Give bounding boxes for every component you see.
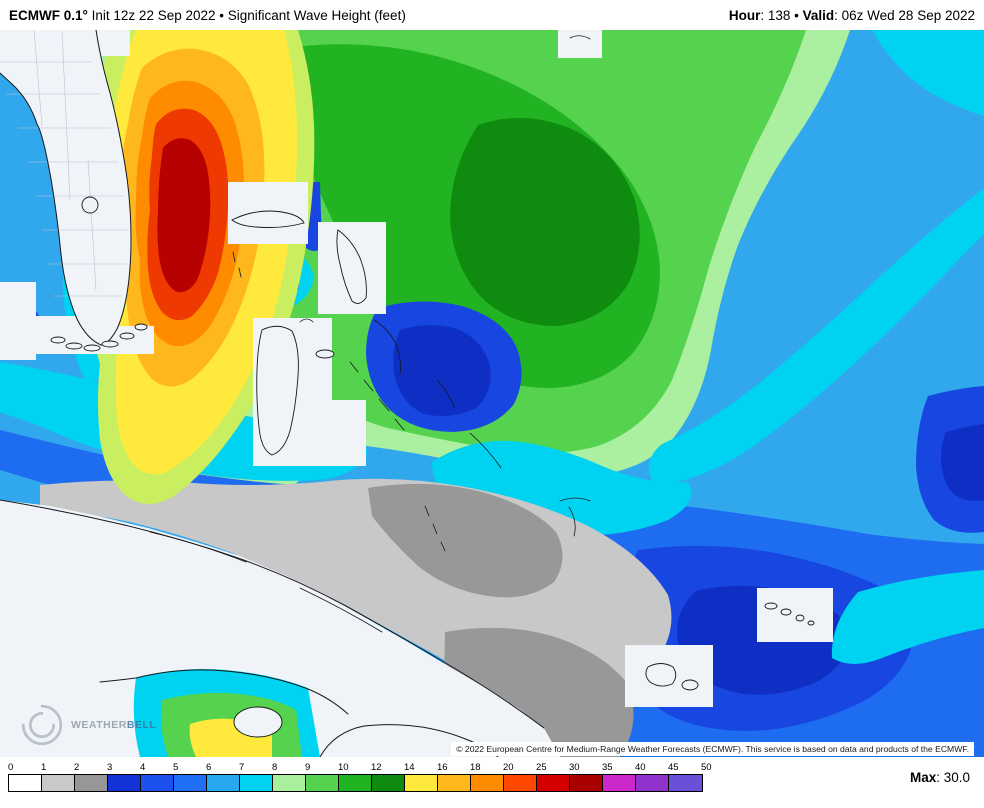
crooked-acklins-islands [559,497,591,537]
wave-height-map [0,30,984,757]
colorbar-cell [9,775,42,791]
colorbar-tick-label: 6 [206,762,212,773]
colorbar-cell [141,775,174,791]
colorbar-cell [75,775,108,791]
weatherbell-logo: WEATHERBELL [16,699,156,751]
colorbar [8,774,703,792]
map-canvas: WEATHERBELL © 2022 European Centre for M… [0,30,984,757]
colorbar-cell [42,775,75,791]
colorbar-cell [669,775,702,791]
colorbar-tick-label: 8 [272,762,278,773]
colorbar-tick-label: 4 [140,762,146,773]
colorbar-cell [306,775,339,791]
colorbar-tick-label: 35 [602,762,613,773]
hour-label: Hour [728,7,761,23]
cuba-cays [149,531,383,633]
grand-bahama-island [231,210,305,228]
max-number: : 30.0 [936,770,970,785]
colorbar-cell [240,775,273,791]
eleuthera-island [373,319,401,375]
colorbar-tick-label: 1 [41,762,47,773]
colorbar-cell [537,775,570,791]
cuba-north-coast [0,499,545,729]
colorbar-tick-labels: 0 1 2 3 4 5 6 7 8 9 10 12 14 16 18 20 25 30 35 40 45 50 [0,757,984,773]
south-cuba-water [133,669,320,757]
landbox-turks [757,588,833,642]
land-florida [0,30,131,345]
header: ECMWF 0.1° Init 12z 22 Sep 2022 • Signif… [0,0,984,30]
header-right: Hour: 138 • Valid: 06z Wed 28 Sep 2022 [729,8,975,23]
colorbar-tick-label: 12 [371,762,382,773]
berry-islands [299,318,314,323]
andros-island [256,325,299,456]
ragged-island-chain [424,505,446,552]
exuma-chain [349,361,405,431]
contours-storm-hotspot [84,30,315,504]
colorbar-tick-label: 14 [404,762,415,773]
max-value: Max: 30.0 [910,770,970,785]
logo-text: WEATHERBELL [71,719,157,731]
colorbar-tick-label: 9 [305,762,311,773]
lake-okeechobee [81,196,99,214]
colorbar-cell [405,775,438,791]
colorbar-tick-label: 3 [107,762,113,773]
coastlines-and-islands [0,30,815,757]
logo-swirl-icon [21,704,63,746]
colorbar-cell [570,775,603,791]
colorbar-tick-label: 16 [437,762,448,773]
colorbar-cell [603,775,636,791]
colorbar-footer: 0 1 2 3 4 5 6 7 8 9 10 12 14 16 18 20 25 30 35 40 45 50 Max: … [0,757,984,808]
colorbar-cell [471,775,504,791]
colorbar-cell [207,775,240,791]
long-island [469,432,502,469]
model-label: ECMWF 0.1° [9,7,88,23]
colorbar-tick-label: 7 [239,762,245,773]
new-providence-island [315,349,335,359]
colorbar-cell [273,775,306,791]
cuba-inlet-coast [99,669,349,715]
great-inagua-island [645,663,677,687]
attribution: © 2022 European Centre for Medium-Range … [451,742,974,756]
colorbar-tick-label: 25 [536,762,547,773]
colorbar-cell [636,775,669,791]
title-label: Init 12z 22 Sep 2022 • Significant Wave … [87,7,406,23]
colorbar-cell [108,775,141,791]
valid-label: Valid [802,7,835,23]
cat-island [436,379,455,408]
valid-value: : 06z Wed 28 Sep 2022 [834,7,975,23]
abaco-island [336,229,367,304]
colorbar-cell [174,775,207,791]
colorbar-tick-label: 50 [701,762,712,773]
header-left: ECMWF 0.1° Init 12z 22 Sep 2022 • Signif… [9,8,406,23]
colorbar-tick-label: 2 [74,762,80,773]
colorbar-tick-label: 30 [569,762,580,773]
colorbar-tick-label: 18 [470,762,481,773]
turks-caicos-islands [764,602,815,626]
colorbar-cell [372,775,405,791]
colorbar-tick-label: 0 [8,762,14,773]
hour-value: : 138 • [760,7,803,23]
colorbar-tick-label: 45 [668,762,679,773]
colorbar-tick-label: 5 [173,762,179,773]
colorbar-cell [438,775,471,791]
colorbar-tick-label: 20 [503,762,514,773]
colorbar-cell [504,775,537,791]
colorbar-tick-label: 40 [635,762,646,773]
bimini-islands [232,251,242,278]
colorbar-cell [339,775,372,791]
florida-coastline [0,30,132,346]
colorbar-tick-label: 10 [338,762,349,773]
county-borders [0,30,128,297]
florida-keys [50,323,148,352]
max-label: Max [909,770,937,785]
